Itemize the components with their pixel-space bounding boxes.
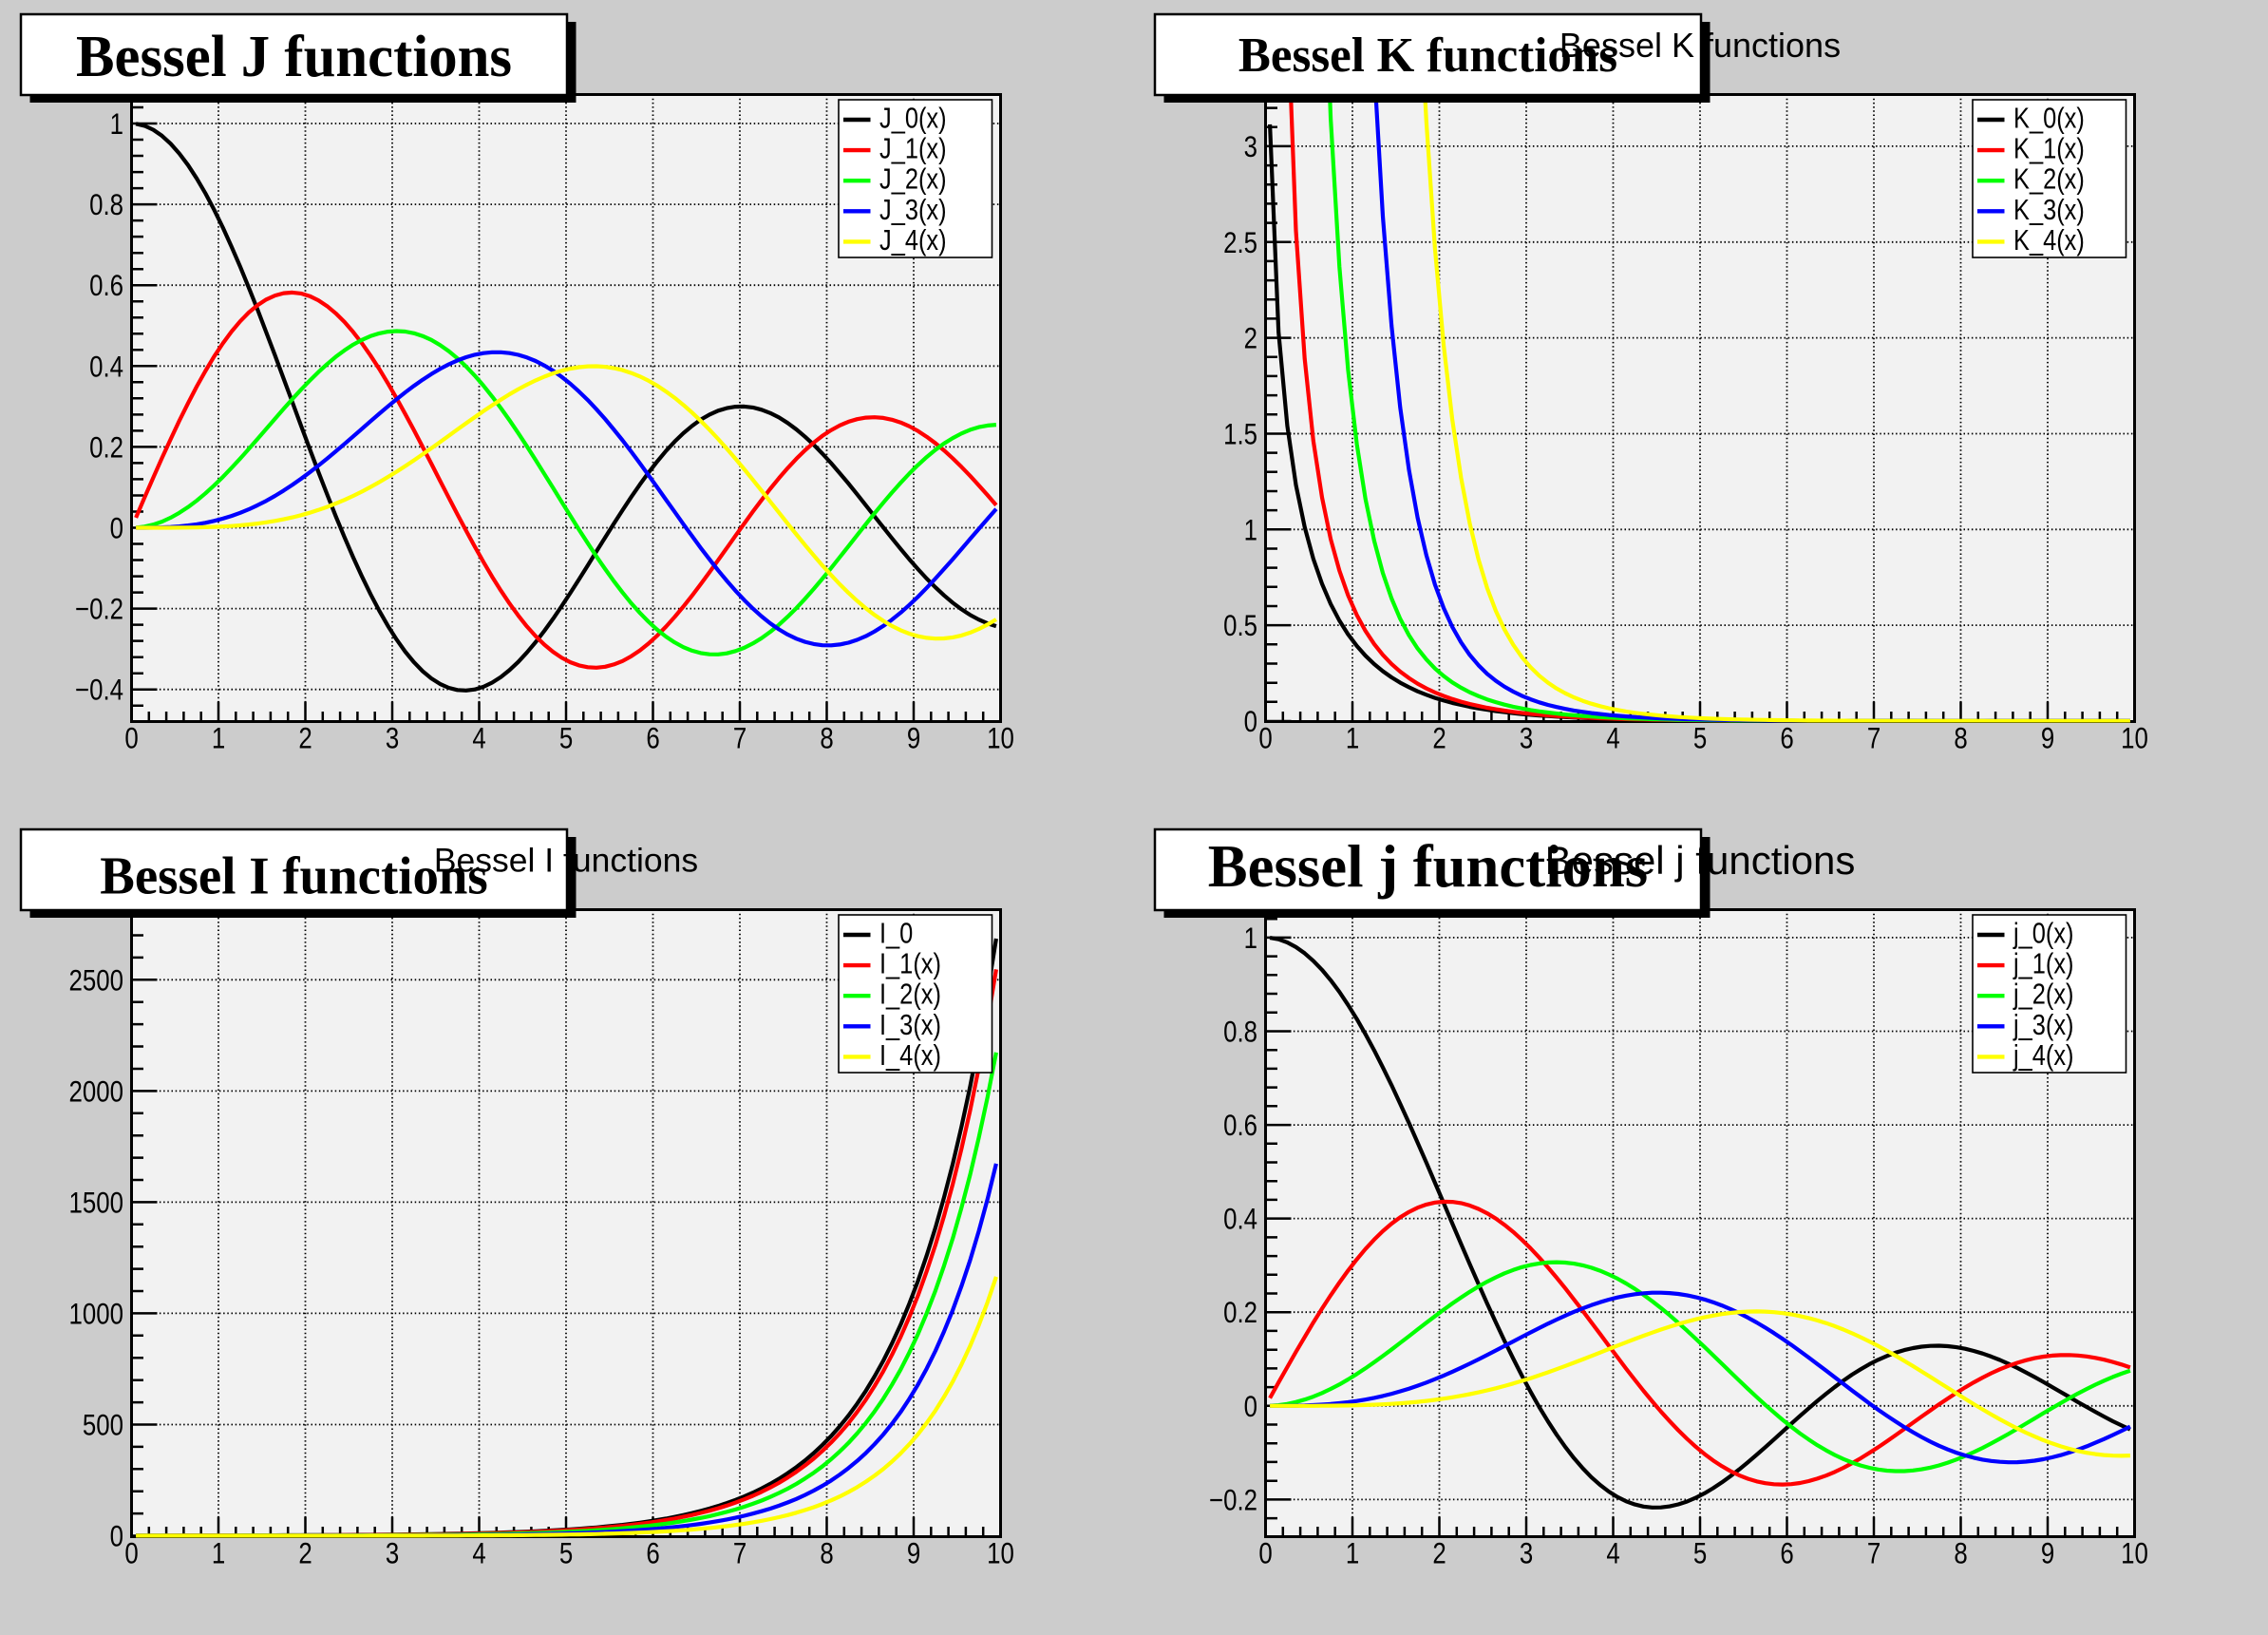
svg-text:3: 3 xyxy=(1244,131,1257,164)
svg-text:0: 0 xyxy=(124,722,138,755)
svg-text:−0.2: −0.2 xyxy=(1209,1484,1257,1517)
svg-text:2: 2 xyxy=(1432,722,1446,755)
svg-text:j_3(x): j_3(x) xyxy=(2013,1008,2073,1041)
svg-text:4: 4 xyxy=(472,722,485,755)
svg-text:7: 7 xyxy=(1867,1537,1881,1570)
svg-text:4: 4 xyxy=(472,1537,485,1570)
svg-text:Bessel I functions: Bessel I functions xyxy=(434,842,698,880)
svg-text:1: 1 xyxy=(212,1537,225,1570)
svg-text:10: 10 xyxy=(987,1537,1014,1570)
svg-text:1: 1 xyxy=(110,108,123,142)
svg-text:J_4(x): J_4(x) xyxy=(879,224,947,257)
svg-text:j_1(x): j_1(x) xyxy=(2013,947,2073,980)
svg-text:8: 8 xyxy=(1954,1537,1967,1570)
svg-text:K_0(x): K_0(x) xyxy=(2013,102,2085,135)
svg-text:1: 1 xyxy=(212,722,225,755)
svg-text:6: 6 xyxy=(1780,1537,1793,1570)
svg-text:0.4: 0.4 xyxy=(89,351,123,384)
svg-text:0: 0 xyxy=(1244,1390,1257,1423)
svg-text:K_3(x): K_3(x) xyxy=(2013,193,2085,226)
svg-text:9: 9 xyxy=(2041,722,2054,755)
svg-text:I_0: I_0 xyxy=(879,917,913,950)
svg-text:8: 8 xyxy=(820,722,833,755)
svg-text:0.2: 0.2 xyxy=(1223,1297,1257,1330)
svg-text:Bessel J functions: Bessel J functions xyxy=(76,24,512,89)
svg-text:I_4(x): I_4(x) xyxy=(879,1039,941,1073)
svg-text:Bessel j functions: Bessel j functions xyxy=(1208,832,1648,900)
svg-text:−0.2: −0.2 xyxy=(75,593,123,626)
svg-text:4: 4 xyxy=(1606,722,1619,755)
svg-text:3: 3 xyxy=(1520,1537,1533,1570)
svg-text:10: 10 xyxy=(2121,722,2148,755)
svg-text:1000: 1000 xyxy=(69,1298,123,1331)
svg-text:j_0(x): j_0(x) xyxy=(2013,917,2073,950)
svg-text:10: 10 xyxy=(2121,1537,2148,1570)
svg-text:−0.4: −0.4 xyxy=(75,674,123,707)
svg-text:0.6: 0.6 xyxy=(89,270,123,303)
svg-text:0.8: 0.8 xyxy=(89,189,123,222)
svg-text:J_1(x): J_1(x) xyxy=(879,132,947,165)
svg-text:0: 0 xyxy=(1258,722,1272,755)
svg-text:4: 4 xyxy=(1606,1537,1619,1570)
svg-text:Bessel I functions: Bessel I functions xyxy=(100,846,488,905)
svg-text:7: 7 xyxy=(1867,722,1881,755)
svg-text:3: 3 xyxy=(1520,722,1533,755)
svg-text:10: 10 xyxy=(987,722,1014,755)
svg-text:j_4(x): j_4(x) xyxy=(2013,1039,2073,1073)
svg-text:2.5: 2.5 xyxy=(1223,226,1257,259)
svg-text:7: 7 xyxy=(733,1537,747,1570)
svg-text:8: 8 xyxy=(820,1537,833,1570)
svg-text:1: 1 xyxy=(1244,514,1257,547)
svg-text:1: 1 xyxy=(1346,722,1359,755)
svg-text:0.2: 0.2 xyxy=(89,431,123,465)
svg-text:1: 1 xyxy=(1244,922,1257,956)
svg-text:Bessel j functions: Bessel j functions xyxy=(1545,838,1856,883)
svg-text:0: 0 xyxy=(110,512,123,545)
svg-text:9: 9 xyxy=(907,1537,920,1570)
svg-text:J_0(x): J_0(x) xyxy=(879,102,947,135)
svg-text:K_1(x): K_1(x) xyxy=(2013,132,2085,165)
svg-text:Bessel K functions: Bessel K functions xyxy=(1238,29,1617,84)
svg-text:K_4(x): K_4(x) xyxy=(2013,224,2085,257)
svg-text:7: 7 xyxy=(733,722,747,755)
svg-text:1: 1 xyxy=(1346,1537,1359,1570)
svg-text:J_2(x): J_2(x) xyxy=(879,162,947,196)
svg-text:0.5: 0.5 xyxy=(1223,610,1257,643)
svg-text:0: 0 xyxy=(1244,706,1257,739)
svg-text:0: 0 xyxy=(1258,1537,1272,1570)
svg-text:K_2(x): K_2(x) xyxy=(2013,162,2085,196)
svg-text:2: 2 xyxy=(1432,1537,1446,1570)
svg-text:8: 8 xyxy=(1954,722,1967,755)
svg-text:I_1(x): I_1(x) xyxy=(879,947,941,980)
svg-text:0: 0 xyxy=(124,1537,138,1570)
svg-text:9: 9 xyxy=(907,722,920,755)
svg-text:1500: 1500 xyxy=(69,1187,123,1220)
svg-text:I_2(x): I_2(x) xyxy=(879,978,941,1011)
svg-text:6: 6 xyxy=(646,722,659,755)
svg-text:5: 5 xyxy=(1693,722,1707,755)
svg-text:Bessel K functions: Bessel K functions xyxy=(1559,26,1841,65)
svg-text:2000: 2000 xyxy=(69,1075,123,1109)
svg-text:2: 2 xyxy=(298,722,312,755)
svg-text:500: 500 xyxy=(83,1409,123,1442)
svg-text:2500: 2500 xyxy=(69,964,123,998)
svg-text:0.4: 0.4 xyxy=(1223,1203,1257,1236)
svg-text:2: 2 xyxy=(298,1537,312,1570)
svg-text:5: 5 xyxy=(1693,1537,1707,1570)
svg-text:9: 9 xyxy=(2041,1537,2054,1570)
svg-text:1.5: 1.5 xyxy=(1223,418,1257,451)
svg-text:J_3(x): J_3(x) xyxy=(879,193,947,226)
svg-text:2: 2 xyxy=(1244,322,1257,355)
svg-text:I_3(x): I_3(x) xyxy=(879,1008,941,1041)
svg-text:3: 3 xyxy=(386,722,399,755)
svg-text:3: 3 xyxy=(386,1537,399,1570)
svg-text:0.6: 0.6 xyxy=(1223,1110,1257,1143)
svg-text:5: 5 xyxy=(559,722,573,755)
svg-text:6: 6 xyxy=(646,1537,659,1570)
svg-text:0.8: 0.8 xyxy=(1223,1016,1257,1049)
svg-text:j_2(x): j_2(x) xyxy=(2013,978,2073,1011)
svg-text:6: 6 xyxy=(1780,722,1793,755)
svg-text:0: 0 xyxy=(110,1520,123,1553)
svg-text:5: 5 xyxy=(559,1537,573,1570)
